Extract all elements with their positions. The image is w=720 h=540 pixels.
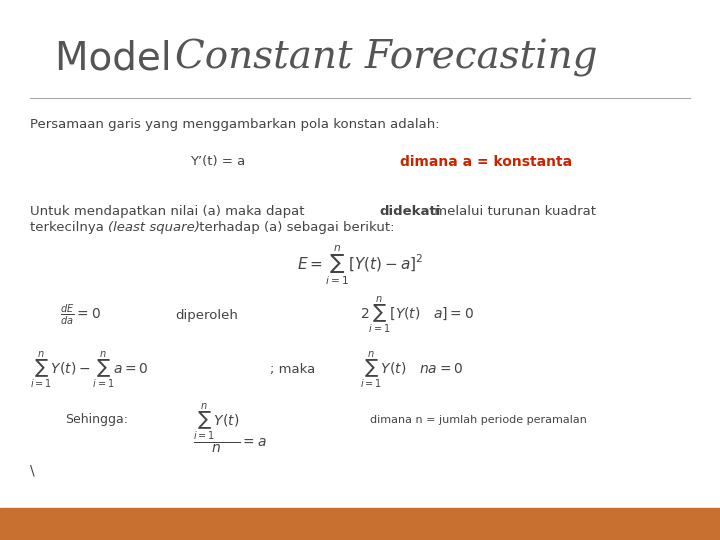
Text: Constant Forecasting: Constant Forecasting	[175, 39, 598, 77]
Text: terhadap (a) sebagai berikut:: terhadap (a) sebagai berikut:	[195, 221, 395, 234]
Text: didekati: didekati	[379, 205, 441, 218]
Text: (least square): (least square)	[108, 221, 200, 234]
Text: Model: Model	[55, 39, 184, 77]
Text: Untuk mendapatkan nilai (a) maka dapat: Untuk mendapatkan nilai (a) maka dapat	[30, 205, 309, 218]
Text: \: \	[30, 463, 35, 477]
Text: Persamaan garis yang menggambarkan pola konstan adalah:: Persamaan garis yang menggambarkan pola …	[30, 118, 440, 131]
Text: $\sum_{i=1}^{n}Y(t)\enspace\enspace na = 0$: $\sum_{i=1}^{n}Y(t)\enspace\enspace na =…	[360, 349, 463, 390]
Text: Y’(t) = a: Y’(t) = a	[190, 156, 246, 168]
Text: Sehingga:: Sehingga:	[65, 414, 128, 427]
Text: terkecilnya: terkecilnya	[30, 221, 108, 234]
Bar	[0, 508, 720, 540]
Text: $\sum_{i=1}^{n}Y(t) - \sum_{i=1}^{n}a = 0$: $\sum_{i=1}^{n}Y(t) - \sum_{i=1}^{n}a = …	[30, 349, 149, 390]
Text: $\dfrac{\sum_{i=1}^{n}Y(t)}{n} = a$: $\dfrac{\sum_{i=1}^{n}Y(t)}{n} = a$	[193, 401, 267, 455]
Text: dimana n = jumlah periode peramalan: dimana n = jumlah periode peramalan	[370, 415, 587, 425]
Text: $2\sum_{i=1}^{n}[Y(t)\enspace\enspace a] = 0$: $2\sum_{i=1}^{n}[Y(t)\enspace\enspace a]…	[360, 294, 474, 336]
Text: $E = \sum_{i=1}^{n}[Y(t) - a]^2$: $E = \sum_{i=1}^{n}[Y(t) - a]^2$	[297, 244, 423, 287]
Text: melalui turunan kuadrat: melalui turunan kuadrat	[430, 205, 596, 218]
Text: dimana a = konstanta: dimana a = konstanta	[400, 155, 572, 169]
Text: diperoleh: diperoleh	[175, 308, 238, 321]
Text: ; maka: ; maka	[270, 363, 315, 376]
Text: $\frac{dE}{da} = 0$: $\frac{dE}{da} = 0$	[60, 303, 101, 327]
